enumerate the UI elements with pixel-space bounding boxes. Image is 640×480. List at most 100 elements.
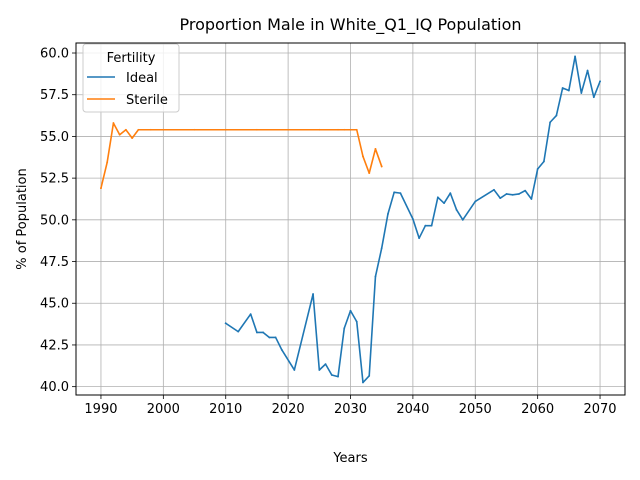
data-point <box>112 122 115 124</box>
data-point <box>149 128 152 131</box>
data-point <box>499 197 502 200</box>
data-point <box>193 128 196 131</box>
data-point <box>237 330 240 333</box>
y-tick-label: 45.0 <box>40 297 69 312</box>
x-tick-label: 2000 <box>147 402 180 417</box>
data-point <box>399 192 402 195</box>
data-point <box>530 198 533 200</box>
data-point <box>574 55 576 58</box>
data-point <box>274 336 277 339</box>
data-point <box>224 322 227 325</box>
series-points-ideal <box>224 55 601 384</box>
data-point <box>561 87 564 89</box>
chart-title: Proportion Male in White_Q1_IQ Populatio… <box>179 15 521 35</box>
y-tick-label: 52.5 <box>40 172 69 187</box>
data-point <box>349 128 352 131</box>
data-point <box>162 128 165 131</box>
data-point <box>337 375 339 378</box>
series-points-sterile <box>100 122 383 190</box>
data-point <box>318 369 321 371</box>
data-point <box>455 208 458 211</box>
x-tick-label: 2050 <box>459 402 492 417</box>
data-point <box>137 128 140 131</box>
data-point <box>580 92 583 94</box>
legend-label-sterile: Sterile <box>126 93 168 108</box>
data-point <box>343 128 346 131</box>
data-point <box>355 320 358 323</box>
data-point <box>343 327 346 330</box>
legend-title: Fertility <box>107 51 156 66</box>
data-point <box>393 191 396 194</box>
data-point <box>461 218 464 221</box>
data-point <box>262 331 265 334</box>
x-tick-label: 2020 <box>272 402 305 417</box>
x-tick-label: 2030 <box>334 402 367 417</box>
legend-label-ideal: Ideal <box>126 71 158 86</box>
data-point <box>599 80 601 83</box>
data-point <box>368 374 371 377</box>
y-tick-label: 40.0 <box>40 380 69 395</box>
data-point <box>549 121 552 124</box>
data-point <box>518 193 520 195</box>
x-tick-label: 2070 <box>583 402 616 417</box>
data-point <box>555 114 558 117</box>
grid-lines <box>76 43 625 395</box>
legend-box <box>82 43 180 113</box>
data-point <box>511 193 514 196</box>
y-axis-ticks: 40.0 42.5 45.0 47.5 50.0 52.5 55.0 57.5 60.0 <box>40 47 76 395</box>
series-line-sterile <box>99 122 383 190</box>
data-point <box>586 69 589 72</box>
data-point <box>424 224 427 227</box>
data-point <box>256 128 258 131</box>
y-tick-label: 57.5 <box>40 88 69 103</box>
data-point <box>449 192 452 195</box>
data-point <box>349 309 352 312</box>
data-point <box>374 148 377 150</box>
data-point <box>362 155 364 158</box>
data-point <box>436 196 439 199</box>
data-point <box>249 313 252 315</box>
y-axis-label: % of Population <box>15 168 30 269</box>
data-point <box>524 189 527 192</box>
data-point <box>355 128 358 131</box>
series-layer <box>99 55 602 384</box>
data-point <box>536 168 539 170</box>
data-point <box>293 369 296 371</box>
data-point <box>337 128 339 131</box>
y-tick-label: 55.0 <box>40 130 69 145</box>
data-point <box>131 137 134 139</box>
data-point <box>474 200 477 203</box>
data-point <box>324 363 327 366</box>
data-point <box>380 247 383 250</box>
data-point <box>312 293 314 295</box>
data-point <box>411 218 414 220</box>
data-point <box>418 237 421 240</box>
x-tick-label: 2060 <box>521 402 554 417</box>
x-axis-label: Years <box>332 451 368 466</box>
data-point <box>287 128 290 131</box>
data-point <box>362 381 364 384</box>
data-point <box>368 172 371 175</box>
x-tick-label: 1990 <box>84 402 117 417</box>
x-tick-label: 2040 <box>396 402 429 417</box>
data-point <box>330 374 333 376</box>
data-point <box>318 128 321 131</box>
data-point <box>268 336 271 339</box>
data-point <box>505 193 508 195</box>
y-tick-label: 50.0 <box>40 213 69 228</box>
data-point <box>380 165 383 168</box>
data-point <box>125 128 127 131</box>
x-tick-label: 2010 <box>209 402 242 417</box>
data-point <box>118 133 121 136</box>
y-tick-label: 47.5 <box>40 255 69 270</box>
y-tick-label: 60.0 <box>40 47 69 62</box>
data-point <box>567 89 570 92</box>
y-tick-label: 42.5 <box>40 338 69 353</box>
data-point <box>100 187 102 190</box>
data-point <box>280 349 283 351</box>
data-point <box>374 275 377 278</box>
data-point <box>592 96 595 99</box>
legend: Fertility Ideal Sterile <box>82 43 180 113</box>
series-line-ideal <box>224 55 602 384</box>
